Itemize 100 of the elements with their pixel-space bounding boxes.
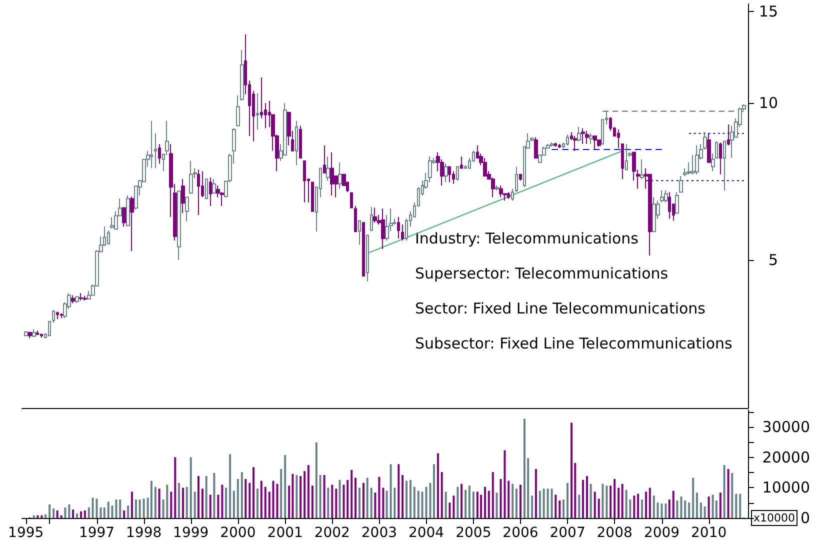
bar bbox=[60, 515, 62, 518]
bar bbox=[448, 502, 451, 518]
candlestick bbox=[60, 312, 63, 318]
candlestick bbox=[154, 132, 157, 169]
bar bbox=[464, 490, 467, 518]
annotation: Industry: Telecommunications bbox=[415, 230, 639, 248]
bar bbox=[92, 498, 94, 518]
x-tick-label: 2000 bbox=[220, 525, 256, 541]
bar bbox=[546, 488, 549, 518]
bar bbox=[338, 480, 341, 518]
candlestick bbox=[558, 143, 561, 149]
bar bbox=[660, 503, 663, 518]
x-tick-label: 1997 bbox=[78, 525, 115, 541]
bar bbox=[154, 486, 156, 518]
candlestick bbox=[24, 330, 28, 337]
bar bbox=[538, 490, 541, 518]
bar bbox=[468, 486, 470, 518]
candlestick bbox=[311, 182, 314, 212]
bar bbox=[429, 482, 432, 518]
bar bbox=[374, 492, 376, 518]
candlestick bbox=[209, 177, 212, 206]
candlestick bbox=[189, 160, 193, 194]
candlestick bbox=[212, 178, 216, 194]
bar bbox=[531, 496, 534, 518]
bar bbox=[708, 496, 710, 518]
candlestick bbox=[711, 153, 715, 172]
x-tick-label: 2006 bbox=[502, 525, 538, 541]
candlestick bbox=[589, 132, 593, 144]
candlestick bbox=[444, 163, 448, 183]
bar bbox=[229, 454, 232, 518]
x-tick-label: 2001 bbox=[267, 525, 303, 541]
bar bbox=[256, 488, 259, 518]
bar bbox=[586, 476, 588, 518]
candlestick bbox=[573, 135, 577, 152]
x-tick-label: 1995 bbox=[8, 525, 44, 541]
bar bbox=[542, 488, 545, 518]
candlestick bbox=[554, 142, 557, 148]
bar bbox=[323, 475, 326, 518]
bar bbox=[292, 474, 294, 518]
bar bbox=[500, 478, 502, 518]
bar bbox=[115, 500, 118, 518]
candlestick bbox=[581, 128, 585, 144]
bar bbox=[550, 488, 553, 518]
bar bbox=[723, 465, 726, 518]
candlestick bbox=[370, 206, 373, 231]
candlestick bbox=[197, 169, 200, 216]
bar bbox=[158, 488, 160, 518]
bar bbox=[319, 475, 322, 518]
bar bbox=[138, 500, 141, 518]
bar bbox=[64, 507, 66, 518]
candlestick bbox=[401, 224, 404, 242]
candlestick bbox=[727, 124, 730, 146]
bar bbox=[566, 482, 569, 518]
bar bbox=[656, 502, 659, 518]
candlestick bbox=[679, 175, 683, 193]
bar bbox=[476, 492, 478, 518]
bar bbox=[44, 514, 47, 518]
candlestick bbox=[177, 190, 181, 261]
bar bbox=[335, 488, 338, 518]
bar bbox=[56, 510, 58, 518]
candlestick bbox=[452, 170, 455, 184]
bar bbox=[205, 476, 208, 518]
bar bbox=[618, 488, 620, 518]
bar bbox=[240, 472, 243, 518]
bar bbox=[264, 486, 266, 518]
candlestick bbox=[593, 135, 597, 150]
candlestick bbox=[511, 188, 514, 202]
candlestick bbox=[362, 222, 365, 276]
candlestick bbox=[566, 134, 569, 146]
candlestick bbox=[107, 230, 110, 244]
candlestick bbox=[668, 192, 671, 220]
bar bbox=[562, 500, 565, 518]
bar bbox=[480, 494, 482, 518]
bar bbox=[103, 507, 106, 518]
bar bbox=[558, 500, 561, 518]
x-tick-label: 2005 bbox=[456, 525, 492, 541]
candlestick bbox=[373, 207, 377, 224]
bar bbox=[614, 478, 616, 518]
x-tick-label: 2002 bbox=[314, 525, 350, 541]
bar bbox=[134, 500, 137, 518]
candlestick bbox=[483, 157, 487, 176]
bar bbox=[260, 480, 262, 518]
bar bbox=[76, 513, 78, 518]
bar bbox=[731, 472, 734, 518]
bar bbox=[182, 488, 184, 518]
candlestick bbox=[52, 310, 55, 324]
bar bbox=[432, 464, 435, 518]
candlestick bbox=[71, 294, 75, 304]
bar bbox=[440, 472, 443, 518]
bar bbox=[232, 490, 235, 518]
bar bbox=[327, 488, 330, 518]
candlestick bbox=[181, 178, 185, 214]
bar bbox=[127, 506, 130, 518]
candlestick bbox=[664, 190, 668, 203]
bar bbox=[648, 488, 651, 518]
candlestick bbox=[660, 190, 664, 203]
bar bbox=[80, 511, 82, 518]
bar bbox=[444, 492, 447, 518]
bar bbox=[166, 484, 168, 518]
bar bbox=[590, 484, 592, 518]
